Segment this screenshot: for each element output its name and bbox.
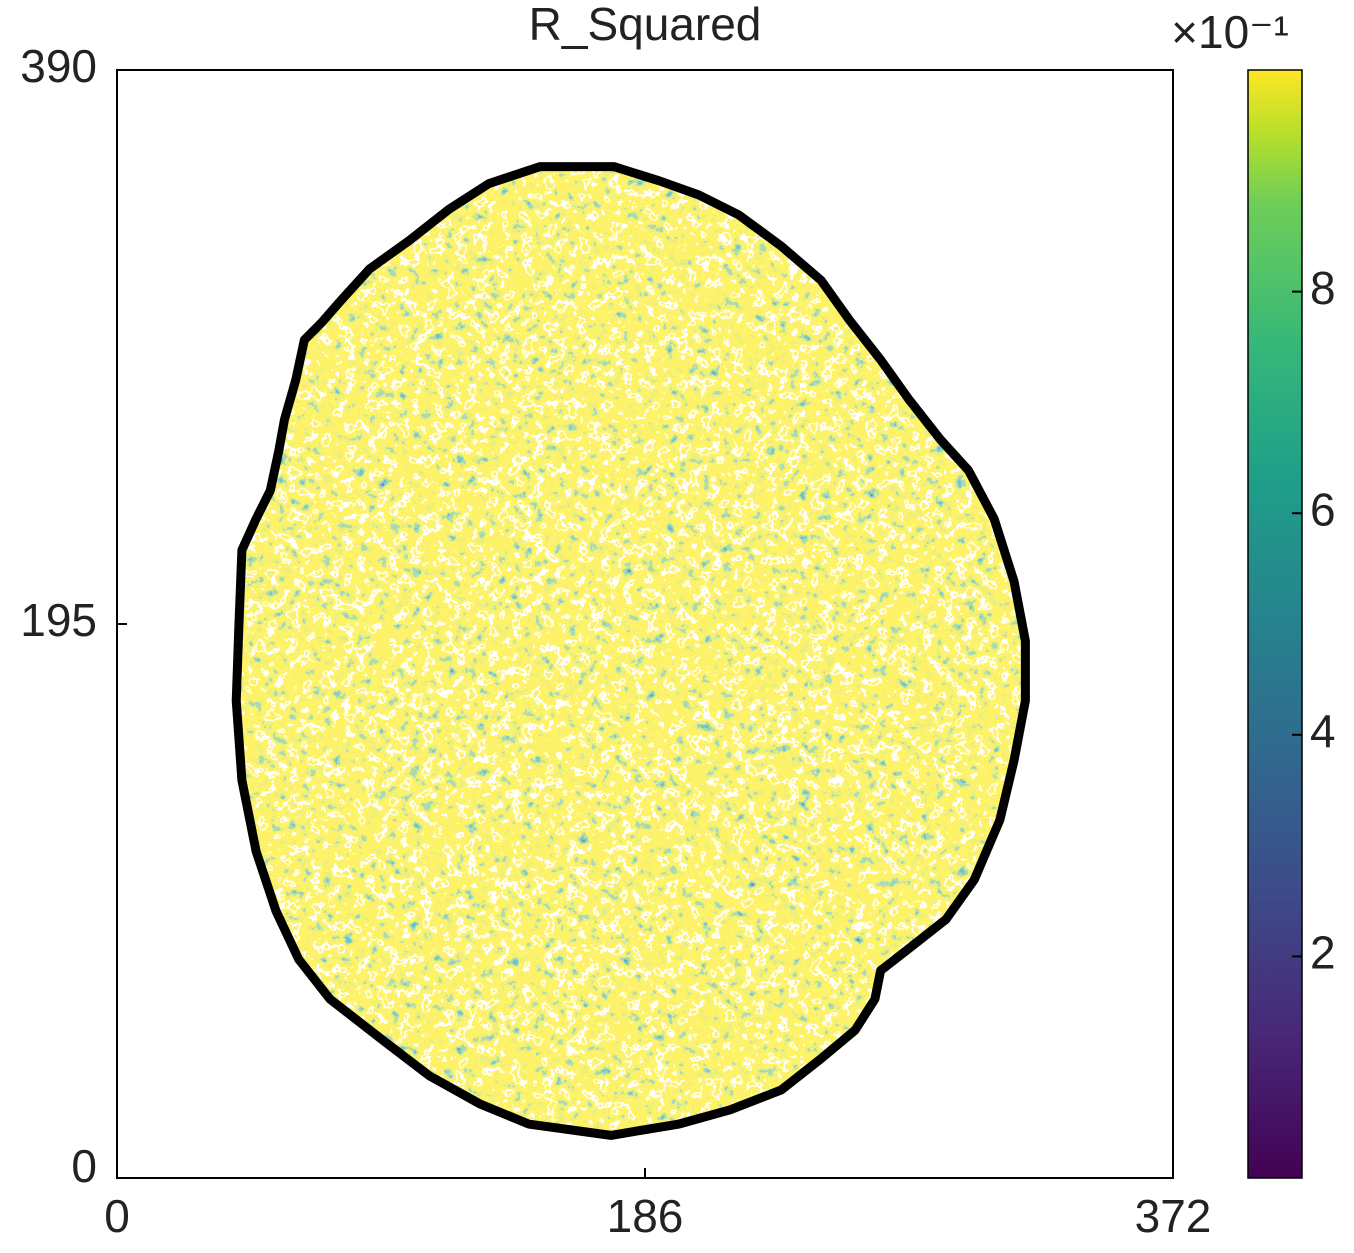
colorbar-tick-label: 6 <box>1310 483 1336 535</box>
heatmap-field <box>236 166 1026 1136</box>
colorbar-tick-label: 2 <box>1310 927 1336 979</box>
y-tick-label: 0 <box>71 1140 97 1192</box>
heatmap-texture <box>236 166 1026 1136</box>
colorbar-tick-label: 8 <box>1310 262 1336 314</box>
x-tick-label: 0 <box>104 1190 130 1242</box>
outline-contour <box>231 162 1030 1140</box>
x-tick-label: 186 <box>607 1190 684 1242</box>
x-tick-label: 372 <box>1135 1190 1212 1242</box>
y-tick-label: 390 <box>20 40 97 92</box>
colorbar-tick-label: 4 <box>1310 705 1336 757</box>
chart-title: R_Squared <box>529 0 762 50</box>
colorbar <box>1247 69 1303 1179</box>
y-tick-label: 195 <box>20 594 97 646</box>
colorbar-offset: ×10⁻¹ <box>1171 6 1289 58</box>
